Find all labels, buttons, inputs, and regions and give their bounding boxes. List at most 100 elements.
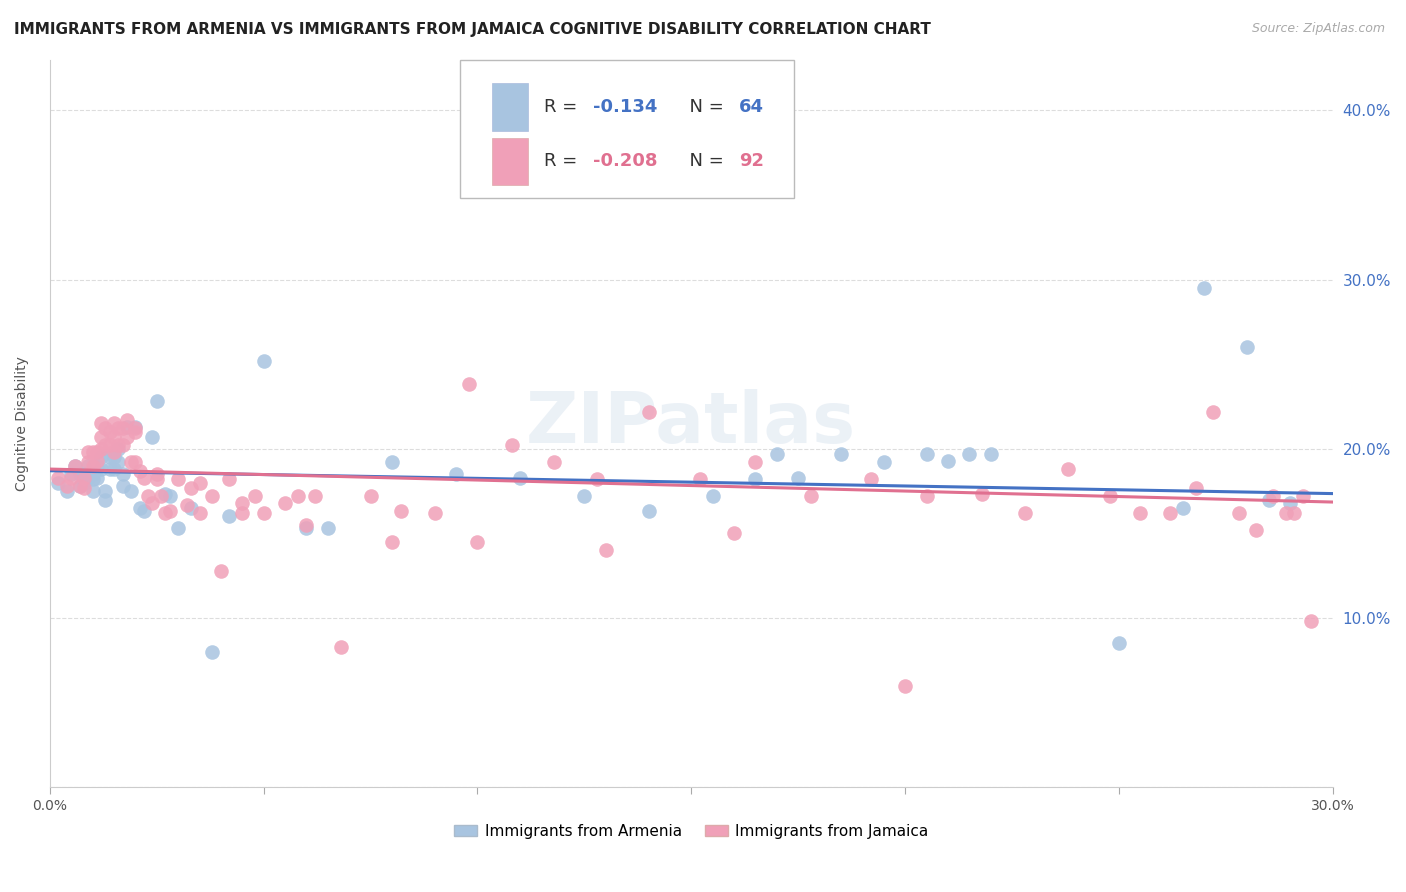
- Point: [543, 455, 565, 469]
- Point: [1257, 492, 1279, 507]
- Point: [111, 421, 134, 435]
- Point: [859, 472, 882, 486]
- Point: [287, 489, 309, 503]
- Point: [90, 450, 112, 465]
- Point: [1279, 496, 1302, 510]
- Point: [94, 438, 117, 452]
- Point: [360, 489, 382, 503]
- Point: [1202, 404, 1225, 418]
- Text: Source: ZipAtlas.com: Source: ZipAtlas.com: [1251, 22, 1385, 36]
- Point: [107, 438, 129, 452]
- Point: [329, 640, 352, 654]
- Point: [69, 479, 91, 493]
- Point: [120, 484, 142, 499]
- Point: [381, 455, 404, 469]
- Point: [1014, 506, 1036, 520]
- Point: [90, 417, 112, 431]
- Point: [188, 475, 211, 490]
- Point: [124, 421, 146, 435]
- Point: [389, 504, 412, 518]
- Point: [132, 504, 155, 518]
- Point: [86, 445, 108, 459]
- Point: [209, 564, 232, 578]
- Point: [936, 453, 959, 467]
- Point: [155, 487, 177, 501]
- Point: [65, 458, 87, 473]
- Point: [124, 455, 146, 469]
- Point: [103, 417, 125, 431]
- Point: [82, 467, 104, 482]
- Point: [159, 504, 181, 518]
- FancyBboxPatch shape: [460, 60, 794, 198]
- Point: [972, 487, 994, 501]
- Point: [444, 467, 467, 482]
- Point: [159, 489, 181, 503]
- Point: [73, 481, 96, 495]
- Text: ZIPatlas: ZIPatlas: [526, 389, 856, 458]
- Text: -0.134: -0.134: [592, 98, 657, 116]
- Point: [180, 481, 202, 495]
- Point: [94, 484, 117, 499]
- Point: [77, 458, 100, 473]
- Point: [167, 521, 190, 535]
- Point: [957, 447, 980, 461]
- Point: [637, 404, 659, 418]
- Point: [103, 462, 125, 476]
- Point: [501, 438, 523, 452]
- Point: [90, 462, 112, 476]
- Point: [111, 479, 134, 493]
- Point: [82, 472, 104, 486]
- Point: [218, 509, 240, 524]
- Point: [132, 470, 155, 484]
- Point: [201, 489, 224, 503]
- Point: [1301, 615, 1323, 629]
- Point: [509, 470, 531, 484]
- Point: [595, 543, 617, 558]
- Point: [1292, 489, 1315, 503]
- Point: [295, 521, 318, 535]
- Point: [702, 489, 724, 503]
- Point: [1159, 506, 1181, 520]
- Point: [180, 500, 202, 515]
- Point: [128, 464, 150, 478]
- Point: [980, 447, 1002, 461]
- Point: [586, 472, 609, 486]
- Point: [145, 394, 167, 409]
- Point: [744, 455, 766, 469]
- Point: [1108, 636, 1130, 650]
- Point: [316, 521, 339, 535]
- Point: [86, 453, 108, 467]
- Point: [98, 425, 121, 439]
- Point: [48, 475, 70, 490]
- Point: [115, 419, 138, 434]
- Point: [56, 479, 79, 493]
- Text: 64: 64: [738, 98, 763, 116]
- Point: [124, 419, 146, 434]
- Point: [94, 492, 117, 507]
- Point: [231, 496, 253, 510]
- Point: [77, 445, 100, 459]
- Point: [188, 506, 211, 520]
- Point: [115, 430, 138, 444]
- Point: [77, 455, 100, 469]
- Point: [423, 506, 446, 520]
- Point: [69, 479, 91, 493]
- Point: [787, 470, 810, 484]
- Text: 92: 92: [738, 153, 763, 170]
- Point: [873, 455, 896, 469]
- Point: [467, 534, 489, 549]
- Point: [111, 438, 134, 452]
- Point: [60, 467, 83, 482]
- Point: [381, 534, 404, 549]
- Text: N =: N =: [679, 98, 730, 116]
- Point: [800, 489, 823, 503]
- Point: [98, 438, 121, 452]
- Point: [1171, 500, 1194, 515]
- Text: R =: R =: [544, 153, 582, 170]
- Point: [253, 506, 276, 520]
- Point: [145, 472, 167, 486]
- Point: [458, 377, 481, 392]
- Point: [82, 484, 104, 499]
- Point: [1261, 489, 1284, 503]
- Point: [830, 447, 852, 461]
